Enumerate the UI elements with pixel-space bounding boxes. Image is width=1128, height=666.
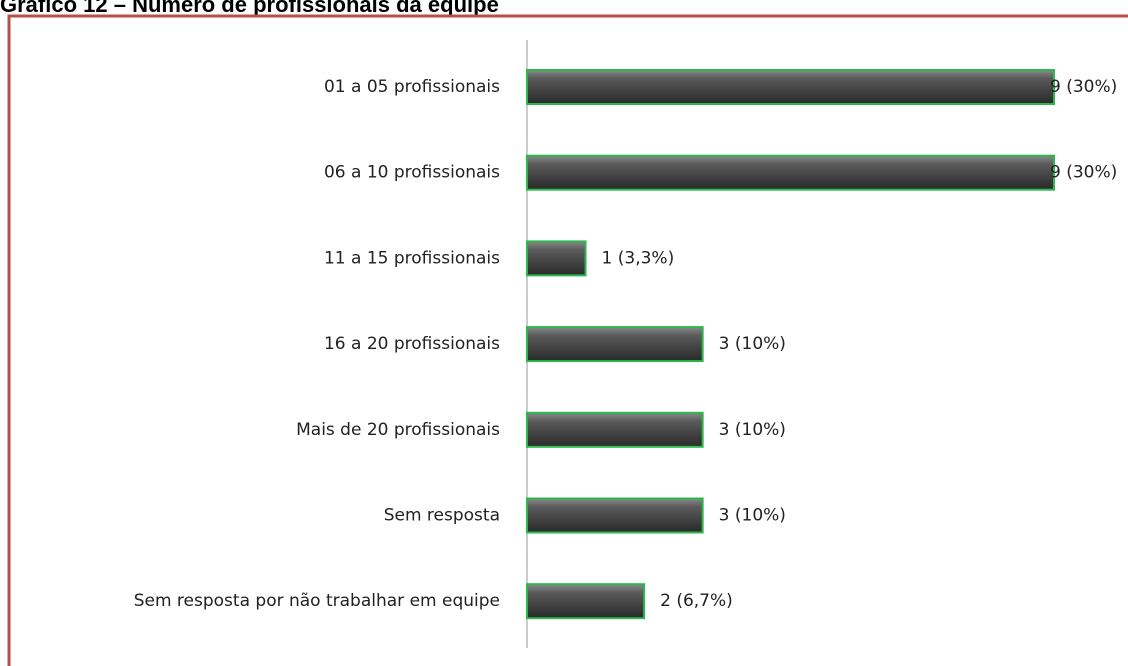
data-label: 1 (3,3%) (602, 248, 675, 268)
bar (526, 69, 1055, 105)
data-label: 3 (10%) (719, 506, 786, 526)
category-label: Mais de 20 profissionais (296, 420, 500, 440)
bar (526, 411, 704, 448)
category-label: Sem resposta (384, 506, 500, 526)
frame (7, 14, 1128, 666)
category-label: Sem resposta por não trabalhar em equipe (134, 591, 500, 611)
bar (526, 583, 646, 620)
category-label: 06 a 10 profissionais (324, 163, 500, 183)
data-label: 9 (30%) (1050, 163, 1117, 183)
data-label: 3 (10%) (719, 420, 786, 440)
chart-title: Gráfico 12 – Número de profissionais da … (0, 0, 499, 17)
category-label: 16 a 20 profissionais (324, 334, 500, 354)
bar (526, 326, 704, 363)
bar (526, 240, 587, 277)
data-label: 9 (30%) (1050, 77, 1117, 97)
category-label: 01 a 05 profissionais (324, 77, 500, 97)
bar (526, 497, 704, 534)
category-label: 11 a 15 profissionais (324, 248, 500, 268)
data-label: 3 (10%) (719, 334, 786, 354)
bar (526, 154, 1055, 191)
data-label: 2 (6,7%) (660, 591, 733, 611)
